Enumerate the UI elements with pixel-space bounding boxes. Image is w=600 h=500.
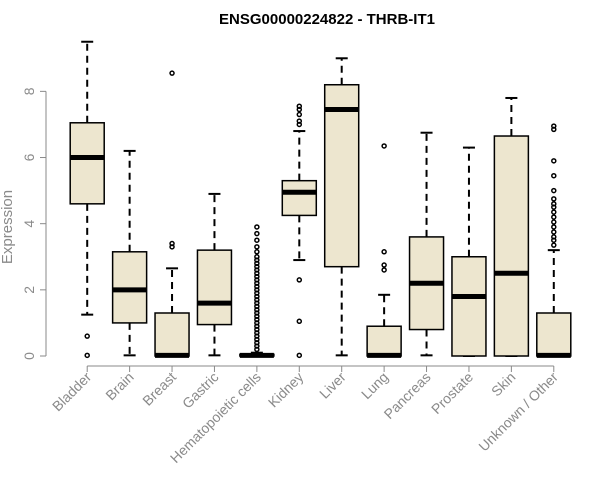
box-iqr: [366, 325, 402, 357]
x-tick-label: Liver: [316, 369, 349, 402]
outlier-point: [381, 262, 387, 268]
box-hematopoietic-cells: [239, 224, 275, 358]
outlier-point: [551, 229, 557, 235]
outlier-point: [551, 224, 557, 230]
y-tick-label: 0: [21, 352, 37, 360]
y-axis: 0 2 4 6 8: [21, 87, 47, 360]
box-kidney: [281, 103, 318, 359]
box-iqr: [536, 312, 572, 357]
outlier-point: [169, 70, 175, 76]
box-iqr: [323, 83, 360, 268]
outlier-point: [551, 172, 557, 179]
y-axis-label: Expression: [0, 190, 16, 264]
outlier-point: [296, 118, 303, 124]
outlier-point: [296, 111, 303, 118]
box-brain: [111, 149, 148, 357]
outlier-point: [296, 277, 303, 283]
x-tick-label: Bladder: [49, 369, 95, 415]
outlier-point: [551, 209, 557, 215]
outlier-point: [84, 333, 90, 339]
box-iqr: [493, 135, 530, 357]
boxes-group: [69, 40, 572, 359]
y-tick-label: 8: [21, 87, 37, 95]
box-gastric: [196, 192, 233, 357]
x-tick-label: Pancreas: [381, 369, 434, 422]
outlier-point: [551, 242, 557, 248]
box-iqr: [451, 256, 487, 357]
outlier-point: [254, 230, 260, 237]
outlier-point: [551, 214, 557, 220]
y-tick-label: 6: [21, 153, 37, 161]
box-iqr: [281, 179, 318, 217]
chart-title: ENSG00000224822 - THRB-IT1: [219, 11, 435, 28]
outlier-point: [254, 224, 260, 230]
x-tick-label: Skin: [488, 369, 519, 400]
outlier-point: [296, 103, 303, 109]
box-breast: [154, 70, 190, 358]
box-skin: [493, 96, 530, 357]
outlier-point: [551, 158, 557, 164]
outlier-point: [254, 254, 260, 260]
box-unknown-other: [536, 123, 572, 358]
outlier-point: [296, 352, 303, 359]
x-tick-label: Kidney: [265, 369, 307, 411]
box-iqr: [196, 249, 233, 326]
outlier-point: [551, 123, 557, 129]
outlier-point: [551, 219, 557, 225]
outlier-point: [254, 249, 260, 255]
box-prostate: [451, 146, 487, 357]
box-bladder: [69, 40, 105, 359]
outlier-point: [169, 240, 175, 247]
x-tick-label: Brain: [102, 369, 136, 403]
box-pancreas: [408, 131, 445, 357]
outlier-point: [381, 143, 387, 149]
box-lung: [366, 143, 402, 358]
outlier-point: [296, 318, 303, 325]
outlier-point: [381, 267, 387, 273]
x-tick-label: Lung: [358, 369, 391, 402]
outlier-point: [84, 352, 90, 359]
outlier-point: [551, 187, 557, 194]
x-tick-label: Breast: [139, 369, 179, 409]
box-liver: [323, 57, 360, 357]
box-iqr: [154, 312, 190, 357]
box-iqr: [69, 122, 105, 205]
outlier-point: [381, 249, 387, 255]
outlier-point: [551, 201, 557, 207]
x-tick-label: Prostate: [428, 369, 476, 417]
outlier-point: [551, 196, 557, 202]
y-tick-label: 4: [21, 220, 37, 228]
outlier-point: [254, 237, 260, 243]
outlier-point: [254, 244, 260, 250]
outlier-point: [551, 234, 557, 240]
x-tick-label: Unknown / Other: [475, 369, 561, 455]
y-tick-label: 2: [21, 286, 37, 294]
